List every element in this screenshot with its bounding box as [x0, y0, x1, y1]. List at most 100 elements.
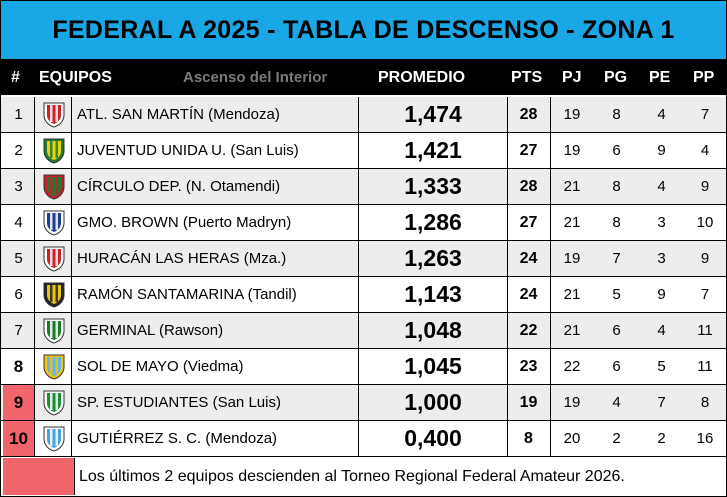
team-name: SP. ESTUDIANTES (San Luis)	[77, 394, 281, 411]
sportivo-estudiantes-shield-icon	[43, 390, 65, 416]
table-row: 6 RAMÓN SANTAMARINA (Tandil) 1,143 24 21…	[1, 277, 726, 313]
watermark-text: Ascenso del Interior	[183, 69, 328, 86]
team-name: GMO. BROWN (Puerto Madryn)	[77, 214, 292, 231]
pg-cell: 7	[612, 250, 621, 267]
pg-cell: 8	[612, 106, 621, 123]
position-cell: 6	[3, 277, 35, 312]
pj-cell: 21	[563, 322, 581, 339]
pp-cell: 8	[700, 394, 710, 411]
position-cell: 1	[3, 97, 35, 132]
pg-cell: 6	[612, 358, 621, 375]
header-team: EQUIPOS	[39, 69, 112, 86]
pj-cell: 19	[563, 142, 581, 159]
team-name: CÍRCULO DEP. (N. Otamendi)	[77, 178, 281, 195]
circulo-deportivo-shield-icon	[43, 174, 65, 200]
pg-cell: 5	[612, 286, 621, 303]
pe-cell: 5	[657, 358, 666, 375]
team-name: RAMÓN SANTAMARINA (Tandil)	[77, 286, 297, 303]
pg-cell: 6	[612, 142, 621, 159]
pe-cell: 7	[657, 394, 666, 411]
header-pts: PTS	[511, 69, 543, 86]
pj-cell: 19	[563, 250, 581, 267]
table-row: 8 SOL DE MAYO (Viedma) 1,045 23 22 6 5 1…	[1, 349, 726, 385]
team-name: GERMINAL (Rawson)	[77, 322, 224, 339]
pg-cell: 4	[612, 394, 621, 411]
pe-cell: 9	[657, 286, 666, 303]
pp-cell: 11	[697, 358, 713, 375]
team-name: HURACÁN LAS HERAS (Mza.)	[77, 250, 287, 267]
promedio-cell: 1,286	[358, 205, 508, 240]
table-row: 3 CÍRCULO DEP. (N. Otamendi) 1,333 28 21…	[1, 169, 726, 205]
header-pp: PP	[693, 69, 715, 86]
pts-cell: 24	[507, 241, 551, 276]
promedio-cell: 1,143	[358, 277, 508, 312]
pe-cell: 4	[657, 106, 666, 123]
pj-cell: 22	[563, 358, 581, 375]
pts-cell: 27	[507, 133, 551, 168]
relegation-legend-swatch	[3, 458, 75, 495]
guillermo-brown-shield-icon	[43, 210, 65, 236]
pj-cell: 20	[563, 430, 581, 447]
pj-cell: 21	[563, 214, 581, 231]
team-shield-cell	[37, 241, 72, 276]
legend-text: Los últimos 2 equipos descienden al Torn…	[79, 468, 625, 485]
header-pg: PG	[604, 69, 628, 86]
santamarina-shield-icon	[43, 282, 65, 308]
pts-cell: 19	[507, 385, 551, 420]
juventud-unida-shield-icon	[43, 138, 65, 164]
pg-cell: 2	[612, 430, 621, 447]
pe-cell: 9	[657, 142, 666, 159]
pp-cell: 7	[700, 286, 710, 303]
team-shield-cell	[37, 133, 72, 168]
team-name: SOL DE MAYO (Viedma)	[77, 358, 244, 375]
promedio-cell: 1,333	[358, 169, 508, 204]
pj-cell: 21	[563, 286, 581, 303]
position-cell: 10	[3, 421, 35, 456]
pg-cell: 8	[612, 178, 621, 195]
position-cell: 9	[3, 385, 35, 420]
pj-cell: 21	[563, 178, 581, 195]
position-cell: 3	[3, 169, 35, 204]
table-row: 5 HURACÁN LAS HERAS (Mza.) 1,263 24 19 7…	[1, 241, 726, 277]
position-cell: 2	[3, 133, 35, 168]
pp-cell: 10	[696, 214, 714, 231]
table-row: 4 GMO. BROWN (Puerto Madryn) 1,286 27 21…	[1, 205, 726, 241]
table-row: 10 GUTIÉRREZ S. C. (Mendoza) 0,400 8 20 …	[1, 421, 726, 457]
pts-cell: 22	[507, 313, 551, 348]
table-body: 1 ATL. SAN MARTÍN (Mendoza) 1,474 28 19 …	[1, 97, 726, 457]
position-cell: 8	[3, 349, 35, 384]
pj-cell: 19	[563, 106, 581, 123]
promedio-cell: 1,263	[358, 241, 508, 276]
pe-cell: 3	[657, 250, 666, 267]
promedio-cell: 1,000	[358, 385, 508, 420]
pts-cell: 28	[507, 97, 551, 132]
pp-cell: 9	[700, 178, 710, 195]
pp-cell: 16	[696, 430, 714, 447]
promedio-cell: 1,421	[358, 133, 508, 168]
pp-cell: 11	[697, 322, 713, 339]
team-name: ATL. SAN MARTÍN (Mendoza)	[77, 106, 280, 123]
table-header: # EQUIPOS Ascenso del Interior PROMEDIO …	[1, 61, 726, 95]
promedio-cell: 1,474	[358, 97, 508, 132]
pp-cell: 7	[700, 106, 710, 123]
table-row: 2 JUVENTUD UNIDA U. (San Luis) 1,421 27 …	[1, 133, 726, 169]
team-shield-cell	[37, 277, 72, 312]
promedio-cell: 1,048	[358, 313, 508, 348]
team-shield-cell	[37, 97, 72, 132]
sol-de-mayo-shield-icon	[43, 354, 65, 380]
promedio-cell: 0,400	[358, 421, 508, 456]
pe-cell: 4	[657, 178, 666, 195]
pts-cell: 28	[507, 169, 551, 204]
team-shield-cell	[37, 313, 72, 348]
table-row: 9 SP. ESTUDIANTES (San Luis) 1,000 19 19…	[1, 385, 726, 421]
san-martin-shield-icon	[43, 102, 65, 128]
pg-cell: 6	[612, 322, 621, 339]
pj-cell: 19	[563, 394, 581, 411]
promedio-cell: 1,045	[358, 349, 508, 384]
header-num: #	[11, 69, 20, 86]
pts-cell: 27	[507, 205, 551, 240]
team-shield-cell	[37, 421, 72, 456]
team-shield-cell	[37, 205, 72, 240]
pp-cell: 4	[700, 142, 710, 159]
